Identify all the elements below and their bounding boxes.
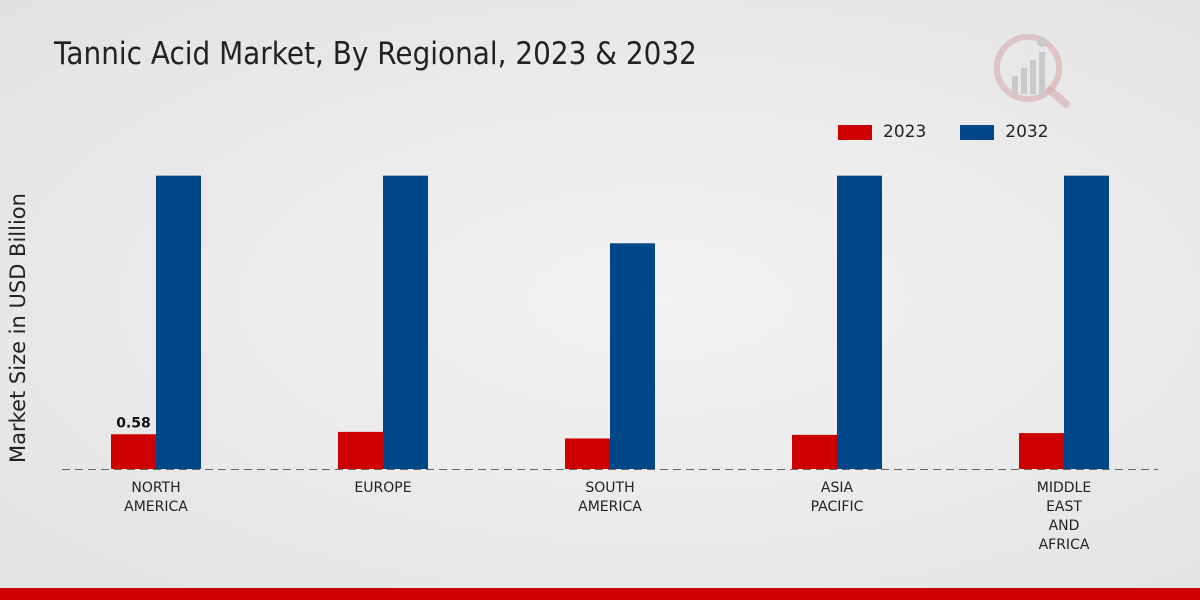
legend-item-2032: 2032 (960, 122, 1049, 142)
bar-2023-4 (1019, 433, 1064, 469)
bar-2023-2 (565, 438, 610, 469)
bar-2023-1 (338, 431, 383, 469)
legend-label-2023: 2023 (883, 122, 927, 142)
bar-2023-3 (792, 434, 837, 469)
bar-2032-4 (1064, 175, 1109, 470)
bar-2032-0 (156, 175, 201, 470)
bar-2032-1 (383, 175, 428, 470)
brand-logo-icon (994, 34, 1070, 108)
bar-2032-3 (837, 175, 882, 470)
legend-item-2023: 2023 (838, 122, 926, 142)
legend-swatch-2032 (960, 124, 995, 140)
x-tick-label-4: MIDDLE EAST AND AFRICA (1037, 480, 1091, 553)
footer-bar (0, 588, 1200, 600)
chart-title: Tannic Acid Market, By Regional, 2023 & … (54, 36, 697, 72)
bar-2023-0 (111, 434, 156, 469)
x-tick-label-3: ASIA PACIFIC (811, 480, 864, 515)
x-tick-label-0: NORTH AMERICA (124, 480, 188, 515)
legend-label-2032: 2032 (1005, 122, 1049, 142)
x-tick-label-1: EUROPE (354, 480, 411, 496)
legend-swatch-2023 (838, 124, 872, 140)
legend: 2023 2032 (838, 122, 1083, 142)
x-tick-label-2: SOUTH AMERICA (578, 480, 642, 515)
bar-2032-2 (610, 243, 655, 469)
data-label-2023-0: 0.58 (116, 415, 151, 431)
